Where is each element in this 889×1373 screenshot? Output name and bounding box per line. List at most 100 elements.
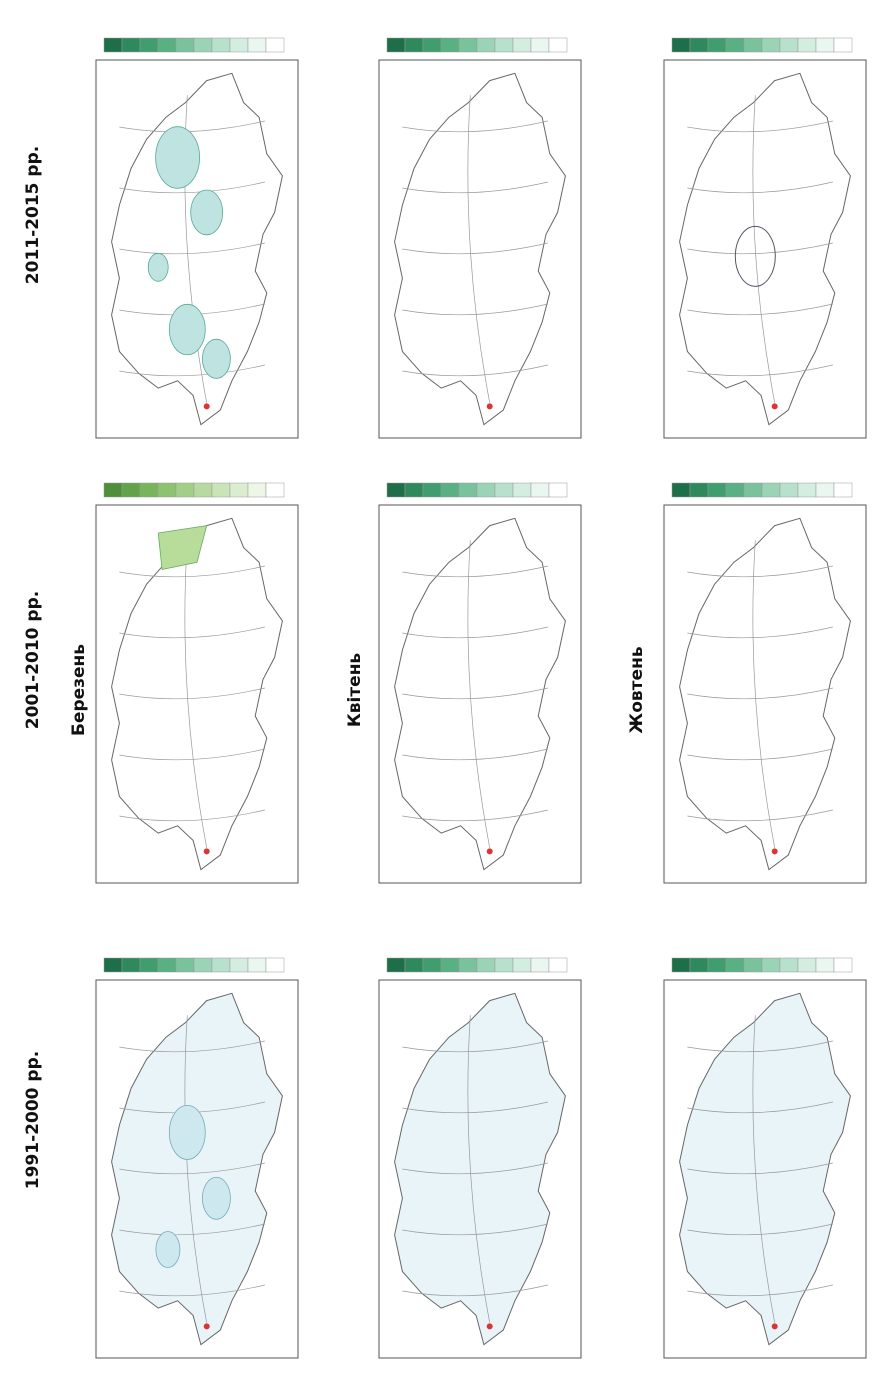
legend-cell [477, 483, 495, 497]
legend-cell [744, 38, 762, 52]
legend-cell [834, 38, 852, 52]
legend-cell [834, 958, 852, 972]
legend-cell [194, 483, 212, 497]
legend-cell [780, 958, 798, 972]
figure: 2011-2015 рр. 2001-2010 рр. 1991-2000 рр… [0, 0, 889, 1373]
legend-cell [387, 483, 405, 497]
legend-cell [459, 958, 477, 972]
legend-cell [531, 483, 549, 497]
legend-cell [816, 483, 834, 497]
legend-cell [531, 38, 549, 52]
legend-cell [248, 958, 266, 972]
legend-cell [672, 483, 690, 497]
city-marker [204, 848, 210, 854]
contour-area [148, 253, 168, 281]
legend-cell [104, 38, 122, 52]
city-marker [204, 403, 210, 409]
legend-cell [104, 958, 122, 972]
legend-cell [423, 958, 441, 972]
legend-cell [495, 38, 513, 52]
legend-cell [140, 958, 158, 972]
legend-cell [122, 958, 140, 972]
legend-cell [816, 958, 834, 972]
legend-cell [549, 483, 567, 497]
legend-cell [708, 38, 726, 52]
legend-cell [531, 958, 549, 972]
legend-cell [513, 958, 531, 972]
legend-cell [176, 38, 194, 52]
legend-cell [266, 483, 284, 497]
map-panel [664, 958, 866, 1358]
legend-cell [230, 958, 248, 972]
legend-cell [266, 958, 284, 972]
legend-cell [780, 38, 798, 52]
legend-cell [744, 958, 762, 972]
contour-area [169, 1105, 205, 1159]
city-marker [487, 1323, 493, 1329]
legend-cell [194, 38, 212, 52]
legend-cell [176, 958, 194, 972]
map-panel [379, 483, 581, 883]
map-panel [96, 483, 298, 883]
map-panels [96, 38, 866, 1358]
legend-cell [194, 958, 212, 972]
city-marker [772, 403, 778, 409]
legend-cell [212, 958, 230, 972]
legend-cell [672, 958, 690, 972]
legend-cell [248, 38, 266, 52]
contour-area [156, 1232, 180, 1268]
legend-cell [762, 958, 780, 972]
legend-cell [690, 483, 708, 497]
month-label: Квітень [345, 653, 365, 727]
legend-cell [726, 958, 744, 972]
legend-cell [122, 38, 140, 52]
legend-cell [140, 38, 158, 52]
legend-cell [513, 38, 531, 52]
map-panel [664, 38, 866, 438]
legend-cell [708, 958, 726, 972]
legend-cell [726, 483, 744, 497]
legend-cell [549, 958, 567, 972]
legend-cell [158, 483, 176, 497]
legend-cell [690, 38, 708, 52]
legend-cell [230, 483, 248, 497]
legend-cell [459, 483, 477, 497]
legend-cell [477, 958, 495, 972]
legend-cell [798, 38, 816, 52]
map-panel [379, 38, 581, 438]
legend-cell [798, 958, 816, 972]
legend-cell [459, 38, 477, 52]
legend-cell [212, 483, 230, 497]
legend-cell [477, 38, 495, 52]
legend-cell [726, 38, 744, 52]
legend-cell [387, 958, 405, 972]
legend-cell [549, 38, 567, 52]
contour-area [191, 190, 223, 235]
period-label: 1991-2000 рр. [23, 1051, 43, 1189]
legend-cell [780, 483, 798, 497]
legend-cell [762, 38, 780, 52]
legend-cell [423, 483, 441, 497]
legend-cell [690, 958, 708, 972]
city-marker [487, 848, 493, 854]
city-marker [772, 848, 778, 854]
map-panel [96, 958, 298, 1358]
contour-area [156, 127, 200, 189]
legend-cell [708, 483, 726, 497]
legend-cell [816, 38, 834, 52]
legend-cell [513, 483, 531, 497]
city-marker [772, 1323, 778, 1329]
legend-cell [212, 38, 230, 52]
legend-cell [744, 483, 762, 497]
legend-cell [405, 958, 423, 972]
legend-cell [122, 483, 140, 497]
legend-cell [495, 483, 513, 497]
period-label: 2001-2010 рр. [23, 591, 43, 729]
contour-area [169, 304, 205, 354]
legend-cell [672, 38, 690, 52]
legend-cell [140, 483, 158, 497]
legend-cell [798, 483, 816, 497]
legend-cell [266, 38, 284, 52]
city-marker [487, 403, 493, 409]
month-label: Березень [69, 644, 89, 736]
